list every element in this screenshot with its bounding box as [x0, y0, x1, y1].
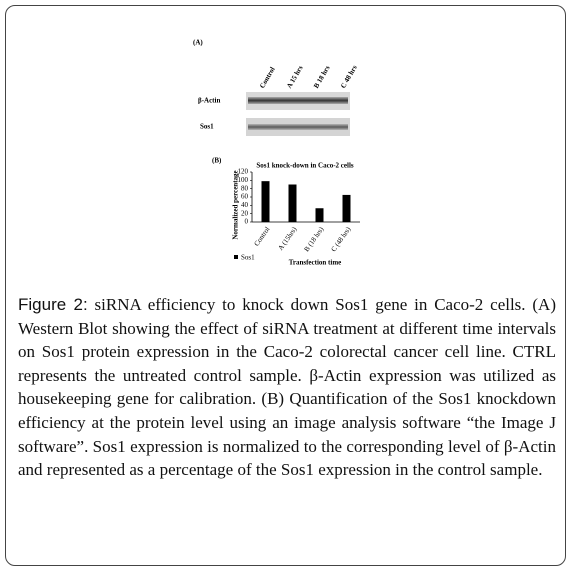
panel-label: (B) [212, 157, 222, 165]
x-tick-label: B (18 hrs) [303, 225, 326, 253]
y-tick-label: 60 [241, 193, 249, 201]
y-tick-label: 100 [238, 176, 249, 184]
x-tick-label: A (15hrs) [277, 225, 299, 252]
bar [261, 181, 270, 222]
chart-title: Sos1 knock-down in Caco-2 cells [256, 162, 354, 170]
lane-label: B 18 hrs [312, 64, 332, 90]
caption-label: Figure 2: [18, 295, 88, 314]
y-axis-label: Normalized percentage [232, 170, 240, 239]
row-label: Sos1 [200, 123, 214, 131]
bar [315, 208, 324, 222]
x-axis-label: Transfection time [289, 259, 342, 267]
y-tick-label: 40 [241, 201, 249, 209]
lane-label: Control [258, 66, 277, 90]
row-label: β-Actin [198, 97, 220, 105]
lane-label: C 48 hrs [339, 64, 359, 90]
lane-label: A 15 hrs [285, 64, 305, 90]
y-tick-label: 80 [241, 184, 249, 192]
x-tick-label: C (48 hrs) [330, 225, 353, 253]
y-tick-label: 0 [245, 218, 249, 226]
figure-frame [5, 5, 566, 566]
blot-band [248, 124, 348, 130]
y-tick-label: 120 [238, 168, 249, 176]
figure: (A) β-Actin Sos1 (B) Sos1 knock-down in … [193, 39, 360, 267]
caption: Figure 2: siRNA efficiency to knock down… [18, 293, 556, 482]
legend-label: Sos1 [241, 254, 255, 262]
bar [288, 184, 297, 222]
caption-text: siRNA efficiency to knock down Sos1 gene… [18, 295, 556, 480]
panel-label: (A) [193, 39, 203, 47]
blot-band [248, 97, 348, 104]
bar [342, 194, 351, 222]
x-tick-label: Control [253, 225, 272, 247]
y-tick-label: 20 [241, 209, 249, 217]
legend-swatch [234, 255, 238, 259]
